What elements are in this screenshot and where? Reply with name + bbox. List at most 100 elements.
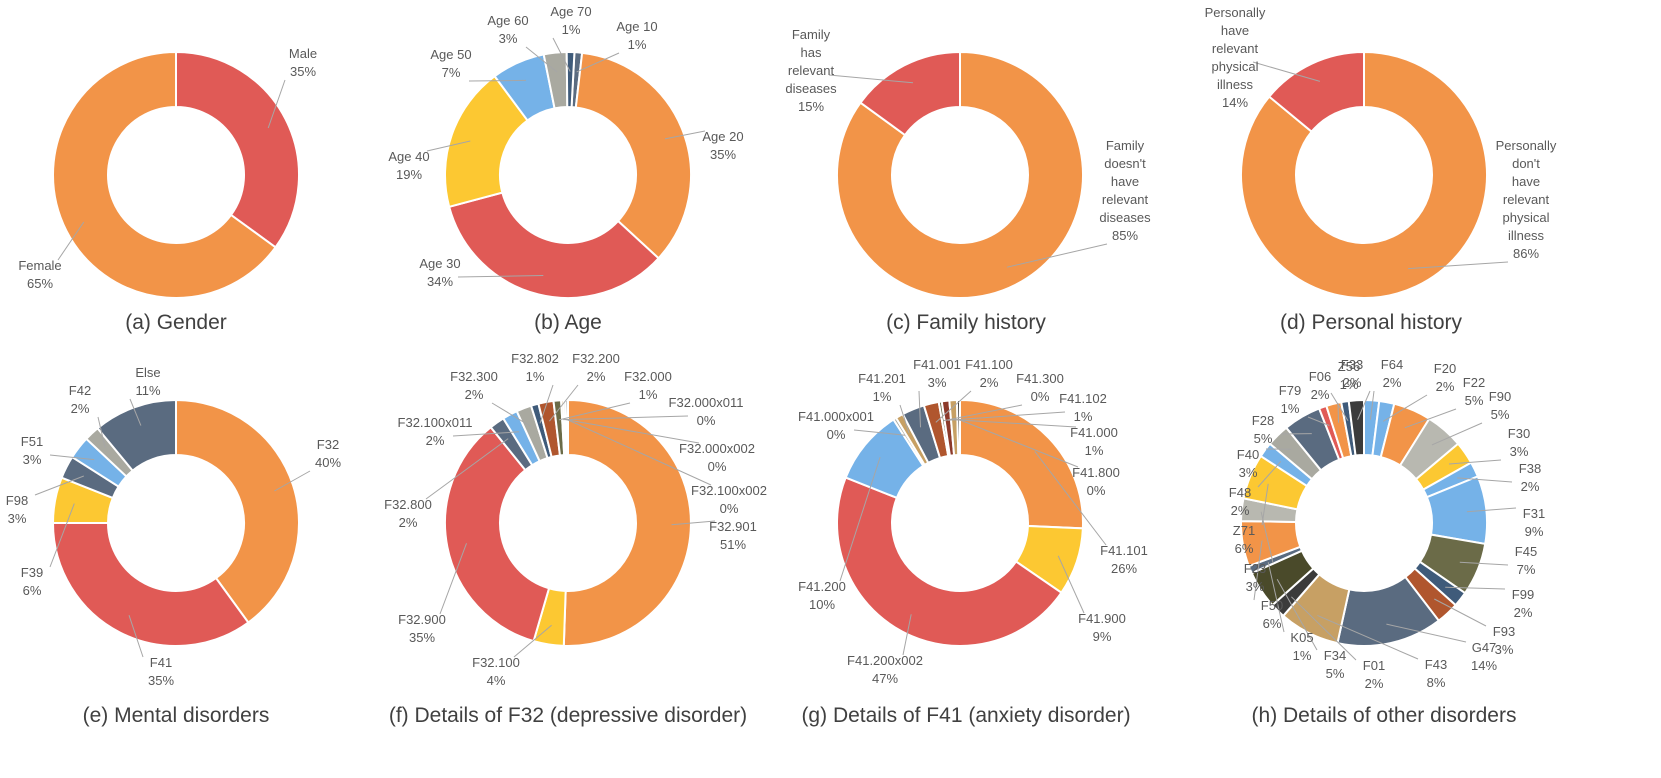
slice-label-f41-000: F41.000 1%: [1070, 425, 1118, 458]
slice-label-f32-901: F32.901 51%: [709, 519, 757, 552]
slice-label-f45: F45 7%: [1515, 544, 1537, 577]
slice-label-f32-000: F32.000 1%: [624, 369, 672, 402]
leader-line-male: [267, 79, 286, 129]
leader-line-age-40: [426, 140, 471, 152]
donut-chart-2: Age 10 1% Age 20 35% Age 30 34% Age 40 19% Age 5…: [388, 4, 743, 334]
slice-personally-have-relevant-physical-illness: [1267, 50, 1365, 134]
slice-label-f01: F01 2%: [1363, 658, 1385, 691]
donut-chart-8: F64 2% F20 2% F22 5% F90 5% F30 3%F38 2% F31 9% F45 7%…: [1229, 357, 1545, 727]
leader-line-age-50: [468, 79, 526, 82]
chart-caption-8: (h) Details of other disorders: [1252, 704, 1517, 727]
leader-line-f41-101: [1034, 451, 1107, 546]
slice-label-age-50: Age 50 7%: [430, 47, 471, 80]
leader-line-f39: [49, 503, 75, 568]
leader-line-z56: [1330, 392, 1349, 421]
leader-line-f32-000x002: [565, 419, 700, 444]
leader-line-f32-800: [425, 438, 509, 500]
slice-label-f48: F48 2%: [1229, 485, 1251, 518]
leader-line-k05: [1267, 562, 1285, 633]
leader-line-f93: [1434, 598, 1487, 627]
leader-line-f41-000: [954, 419, 1077, 428]
leader-line-family-doesn-t-have-relevant-diseases: [1006, 243, 1108, 268]
slice-label-personally-don-t-have-relevant-physical-illness: Personally don't have relevant physical illne…: [1496, 138, 1557, 261]
leader-line-f98: [34, 475, 84, 496]
donut-chart-6: F32.901 51% F32.100 4% F32.900 35% F32.800 2% F3…: [384, 351, 767, 727]
slice-label-age-70: Age 70 1%: [550, 4, 591, 37]
leader-line-f34: [1276, 579, 1318, 651]
slice-label-f30: F30 3%: [1508, 426, 1530, 459]
leader-line-f32-100: [513, 624, 552, 658]
slice-label-f32-000x011: F32.000x011 0%: [669, 395, 744, 428]
leader-line-f32-000: [558, 402, 631, 421]
leader-line-f41-300: [943, 404, 1023, 422]
leader-line-f50: [1253, 540, 1263, 601]
slice-personally-don-t-have-relevant-physical-illness: [1240, 50, 1489, 299]
chart-caption-7: (g) Details of F41 (anxiety disorder): [801, 704, 1130, 727]
slice-label-f32: F32 40%: [315, 437, 341, 470]
slice-age-30: [447, 191, 660, 299]
slice-label-f23: F23 3%: [1244, 561, 1266, 594]
leader-line-f41-200: [839, 457, 881, 582]
slice-f32-901: [562, 398, 692, 647]
slice-female: [52, 50, 277, 299]
slice-label-f41-000x001: F41.000x001 0%: [798, 409, 874, 442]
slice-label-f32-900: F32.900 35%: [398, 612, 446, 645]
leader-line-f22: [1404, 408, 1457, 429]
slice-label-age-10: Age 10 1%: [616, 19, 657, 52]
slice-label-f32-802: F32.802 1%: [511, 351, 559, 384]
slice-label-f20: F20 2%: [1434, 361, 1456, 394]
slice-label-f43: F43 8%: [1425, 657, 1447, 690]
leader-line-f01: [1291, 596, 1357, 661]
slice-label-f41: F41 35%: [148, 655, 174, 688]
slice-label-f98: F98 3%: [6, 493, 28, 526]
slice-label-f28: F28 5%: [1252, 413, 1274, 446]
leader-line-f41: [128, 615, 144, 658]
slice-label-f41-900: F41.900 9%: [1078, 611, 1126, 644]
slice-label-f41-100: F41.100 2%: [965, 357, 1013, 390]
slice-f32-900: [444, 425, 551, 643]
slice-label-family-has-relevant-diseases: Family has relevant diseases 15%: [785, 27, 837, 114]
slice-label-age-40: Age 40 19%: [388, 149, 429, 182]
slice-label-f90: F90 5%: [1489, 389, 1511, 422]
leader-line-f41-001: [918, 390, 921, 428]
slice-label-personally-have-relevant-physical-illness: Personally have relevant physical illness 14%: [1205, 5, 1266, 110]
leader-line-f32-000x011: [563, 415, 689, 421]
leader-line-family-has-relevant-diseases: [828, 74, 914, 84]
leader-line-female: [57, 221, 85, 261]
slice-label-f79: F79 1%: [1279, 383, 1301, 416]
chart-caption-5: (e) Mental disorders: [83, 704, 270, 727]
leader-line-f41-100: [935, 390, 972, 423]
slice-label-f33: F33 2%: [1341, 357, 1363, 390]
slice-age-70: [565, 51, 576, 109]
leader-line-f41-800: [958, 419, 1079, 468]
slice-label-male: Male 35%: [289, 46, 317, 79]
slice-label-f41-200x002: F41.200x002 47%: [847, 653, 923, 686]
slice-label-f32-000x002: F32.000x002 0%: [679, 441, 755, 474]
slice-label-f93: F93 3%: [1493, 624, 1515, 657]
donut-chart-4: Personally don't have relevant physical illne…: [1205, 5, 1557, 334]
leader-line-f43: [1317, 614, 1419, 660]
leader-line-f90: [1431, 422, 1483, 446]
leader-line-personally-don-t-have-relevant-physical-illness: [1408, 261, 1509, 270]
slice-f32-100x002: [564, 398, 569, 457]
slice-label-f41-201: F41.201 1%: [858, 371, 906, 404]
leader-line-f32-200: [549, 384, 579, 422]
slice-label-k05: K05 1%: [1290, 630, 1313, 663]
leader-line-f33: [1357, 390, 1371, 420]
slice-else: [96, 398, 177, 473]
slice-label-f39: F39 6%: [21, 565, 43, 598]
slice-age-20: [574, 51, 692, 260]
slice-label-f32-300: F32.300 2%: [450, 369, 498, 402]
slice-label-f34: F34 5%: [1324, 648, 1346, 681]
leader-line-f99: [1445, 586, 1506, 590]
leader-line-f32-802: [539, 384, 554, 424]
leader-line-age-60: [525, 46, 558, 73]
slice-label-f06: F06 2%: [1309, 369, 1331, 402]
slice-label-f32-100x002: F32.100x002 0%: [691, 483, 767, 516]
leader-line-age-20: [664, 130, 706, 140]
leader-line-age-70: [552, 37, 571, 72]
slice-label-f41-300: F41.300 0%: [1016, 371, 1064, 404]
slice-label-z71: Z71 6%: [1233, 523, 1255, 556]
